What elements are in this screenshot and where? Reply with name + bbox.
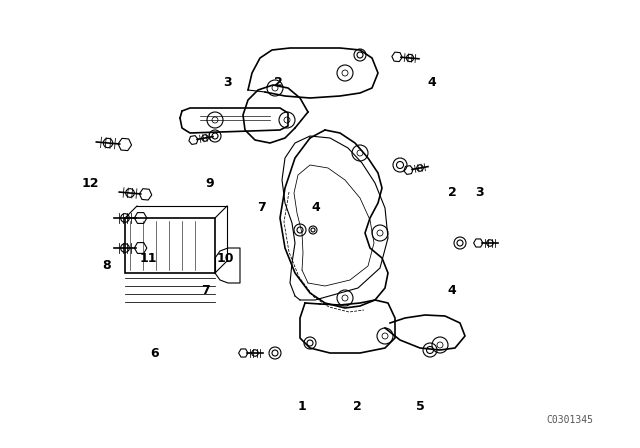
Text: 9: 9 <box>205 177 214 190</box>
Text: 3: 3 <box>476 185 484 198</box>
Text: 4: 4 <box>428 76 436 89</box>
Text: 7: 7 <box>258 201 266 214</box>
Text: 2: 2 <box>447 185 456 198</box>
Text: 4: 4 <box>312 201 321 214</box>
Text: C0301345: C0301345 <box>547 415 593 425</box>
Text: 12: 12 <box>81 177 99 190</box>
Text: 2: 2 <box>274 76 282 89</box>
Text: 7: 7 <box>200 284 209 297</box>
Text: 3: 3 <box>224 76 232 89</box>
Text: 6: 6 <box>150 346 159 359</box>
Text: 10: 10 <box>216 251 234 264</box>
Text: 4: 4 <box>447 284 456 297</box>
Text: 1: 1 <box>298 400 307 413</box>
Text: 11: 11 <box>140 251 157 264</box>
Text: 8: 8 <box>102 258 111 271</box>
Text: 2: 2 <box>353 400 362 413</box>
Text: 5: 5 <box>415 400 424 413</box>
